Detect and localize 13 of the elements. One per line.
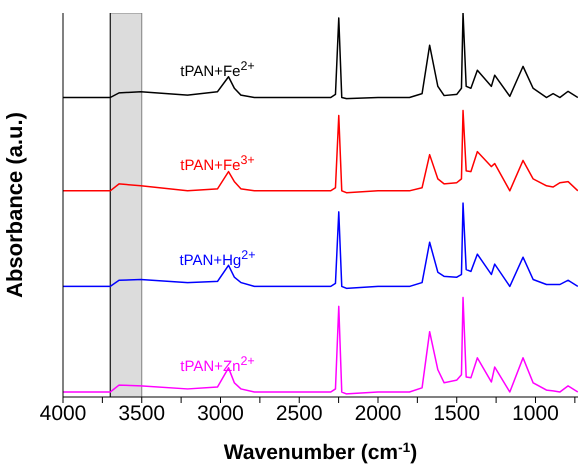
x-tick-label: 3500 — [118, 402, 166, 425]
x-tick-label: 3000 — [197, 402, 244, 425]
x-tick-label: 2000 — [354, 402, 402, 425]
series-label: tPAN+Fe$^{3+}$ — [179, 152, 256, 175]
series-label: tPAN+Fe$^{2+}$ — [179, 58, 256, 82]
x-tick-label: 1500 — [433, 402, 480, 425]
x-tick-label: 1000 — [512, 402, 559, 425]
series-label: tPAN+Hg$^{2+}$ — [178, 247, 257, 270]
y-axis-title: Absorbance (a.u.) — [2, 112, 27, 298]
x-axis-title: Wavenumber (cm$^{-1}$) — [224, 440, 418, 464]
x-tick-label: 2500 — [276, 402, 323, 425]
x-tick-label: 4000 — [40, 402, 86, 425]
series-label: tPAN+Zn$^{2+}$ — [179, 353, 256, 376]
